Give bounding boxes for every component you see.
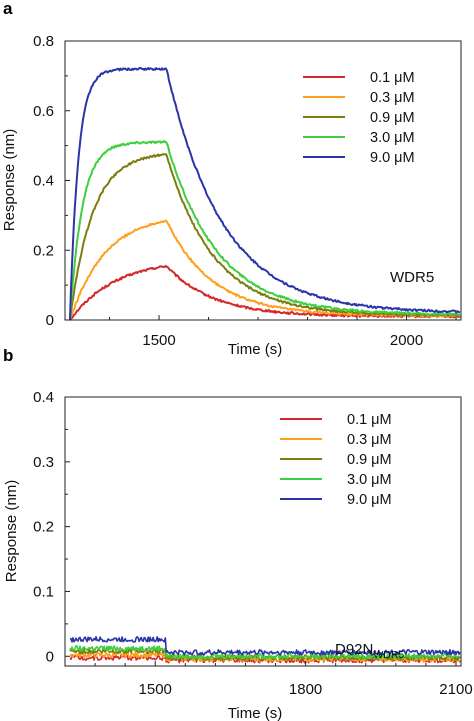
legend-label: 0.9 μM <box>347 452 392 468</box>
series-line-9.0-uM <box>69 67 461 320</box>
y-tick-label: 0.8 <box>33 33 54 50</box>
y-tick-label: 0.6 <box>33 103 54 120</box>
chart-panel-a: 0 0.2 0.4 0.6 0.8 1500 2000 Time (s) Response (n… <box>1 33 462 358</box>
series-line-9.0-uM <box>69 635 461 656</box>
y-axis-title: Response (nm) <box>1 129 18 232</box>
protein-annotation: WDR5 <box>390 269 434 286</box>
legend-label: 0.1 μM <box>370 70 415 86</box>
legend-label: 9.0 μM <box>347 492 392 508</box>
panel-letter-b: b <box>3 346 13 365</box>
x-tick-label: 1500 <box>142 332 175 349</box>
legend-label: 0.1 μM <box>347 412 392 428</box>
x-axis-title: Time (s) <box>228 705 282 721</box>
protein-annotation: D92NWDR5 <box>335 641 404 661</box>
series-line-0.9-uM <box>69 153 461 321</box>
chart-panel-b: 0 0.1 0.2 0.3 0.4 1500 1800 2100 Time (s) Respons… <box>3 389 473 721</box>
legend-label: 0.3 μM <box>347 432 392 448</box>
legend-label: 0.9 μM <box>370 110 415 126</box>
y-tick-label: 0.2 <box>33 519 54 536</box>
x-tick-label: 1500 <box>139 681 172 698</box>
y-tick-label: 0.4 <box>33 389 54 406</box>
series-line-0.3-uM <box>69 651 461 663</box>
legend-label: 3.0 μM <box>347 472 392 488</box>
legend-label: 3.0 μM <box>370 130 415 146</box>
x-tick-label: 1800 <box>289 681 322 698</box>
y-tick-label: 0.2 <box>33 242 54 259</box>
x-tick-label: 2100 <box>439 681 472 698</box>
series-line-3.0-uM <box>69 140 461 320</box>
panel-letter-a: a <box>3 0 13 18</box>
y-tick-label: 0.1 <box>33 583 54 600</box>
x-tick-label: 2000 <box>390 332 423 349</box>
y-axis-title: Response (nm) <box>3 480 20 583</box>
legend-label: 0.3 μM <box>370 90 415 106</box>
y-tick-label: 0.3 <box>33 454 54 471</box>
legend-label: 9.0 μM <box>370 150 415 166</box>
y-tick-label: 0 <box>46 312 54 329</box>
y-tick-label: 0.4 <box>33 173 54 190</box>
plot-frame <box>64 396 462 667</box>
x-axis-title: Time (s) <box>228 341 282 358</box>
y-tick-label: 0 <box>46 648 54 665</box>
